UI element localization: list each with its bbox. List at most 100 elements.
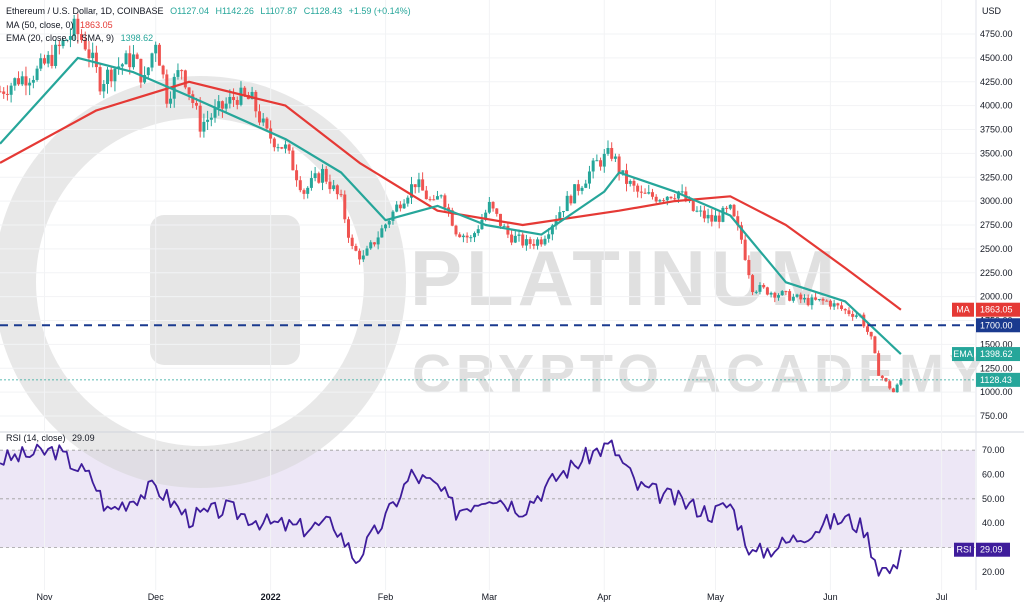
candle-body bbox=[806, 297, 810, 306]
candle-body bbox=[777, 295, 781, 298]
price-tick-label: 3000.00 bbox=[980, 196, 1013, 206]
candle-body bbox=[235, 100, 239, 105]
candle-body bbox=[324, 168, 328, 182]
candle-body bbox=[391, 211, 395, 221]
candle-body bbox=[669, 196, 673, 199]
ma-tag-value-box bbox=[976, 302, 1020, 317]
ma-indicator-legend[interactable]: MA (50, close, 0) 1863.05 bbox=[6, 20, 117, 30]
candle-body bbox=[888, 381, 892, 389]
ema-indicator-legend[interactable]: EMA (20, close, 0, SMA, 9) 1398.62 bbox=[6, 33, 157, 43]
candle-body bbox=[424, 190, 428, 200]
candle-body bbox=[309, 178, 313, 188]
candle-body bbox=[102, 84, 106, 92]
candle-body bbox=[154, 44, 158, 54]
candle-body bbox=[217, 101, 221, 108]
candle-body bbox=[398, 204, 402, 209]
candle-body bbox=[172, 76, 176, 99]
rsi-legend-label: RSI (14, close) bbox=[6, 433, 66, 443]
candle-body bbox=[31, 79, 35, 83]
candle-body bbox=[83, 39, 87, 50]
price-tick-label: 4250.00 bbox=[980, 77, 1013, 87]
candle-body bbox=[54, 44, 58, 66]
candle-body bbox=[754, 291, 758, 293]
candle-body bbox=[628, 180, 632, 184]
candle-body bbox=[891, 388, 895, 393]
candle-body bbox=[769, 292, 773, 295]
candle-body bbox=[91, 52, 95, 59]
watermark-ring bbox=[0, 76, 406, 488]
candle-body bbox=[80, 34, 84, 40]
candle-body bbox=[161, 65, 165, 75]
candle-body bbox=[650, 192, 654, 197]
low-value: L1107.87 bbox=[260, 6, 298, 16]
candle-body bbox=[298, 180, 302, 191]
candle-body bbox=[587, 171, 591, 184]
candle-body bbox=[454, 225, 458, 235]
candle-body bbox=[183, 70, 187, 88]
candle-body bbox=[61, 40, 65, 47]
candle-body bbox=[632, 180, 636, 186]
candle-body bbox=[346, 219, 350, 238]
ma-tag-value-text: 1863.05 bbox=[980, 305, 1013, 315]
candle-body bbox=[880, 375, 884, 378]
candle-body bbox=[76, 18, 80, 35]
candle-body bbox=[517, 234, 521, 236]
x-tick-label: Dec bbox=[148, 592, 165, 602]
candle-body bbox=[447, 207, 451, 211]
candle-body bbox=[254, 91, 258, 112]
candle-body bbox=[465, 235, 469, 238]
candle-body bbox=[739, 225, 743, 240]
candle-body bbox=[791, 296, 795, 301]
candle-body bbox=[135, 54, 139, 59]
candle-body bbox=[825, 300, 829, 302]
candle-body bbox=[332, 185, 336, 190]
candle-body bbox=[343, 194, 347, 220]
price-tick-label: 1250.00 bbox=[980, 363, 1013, 373]
candle-body bbox=[821, 299, 825, 301]
rsi-tick-label: 50.00 bbox=[982, 494, 1005, 504]
candle-body bbox=[747, 259, 751, 276]
candle-body bbox=[65, 39, 69, 41]
candle-body bbox=[639, 191, 643, 193]
candle-body bbox=[602, 153, 606, 167]
candle-body bbox=[532, 243, 536, 246]
price-tick-label: 4000.00 bbox=[980, 101, 1013, 111]
candle-body bbox=[899, 379, 903, 385]
candle-body bbox=[432, 199, 436, 201]
candle-body bbox=[584, 183, 588, 188]
candle-body bbox=[558, 212, 562, 220]
candle-body bbox=[0, 91, 2, 93]
candle-body bbox=[128, 53, 132, 68]
ma-tag-label-text: MA bbox=[956, 305, 970, 315]
candle-body bbox=[109, 69, 113, 82]
candle-body bbox=[139, 58, 143, 83]
candle-body bbox=[328, 181, 332, 190]
x-tick-label: Jun bbox=[823, 592, 838, 602]
rsi-tick-label: 70.00 bbox=[982, 445, 1005, 455]
candle-body bbox=[150, 53, 154, 68]
close-tag-value-text: 1128.43 bbox=[980, 375, 1012, 385]
candle-body bbox=[194, 102, 198, 106]
price-tick-label: 4500.00 bbox=[980, 53, 1013, 63]
rsi-tag-value-box bbox=[976, 542, 1010, 557]
candle-body bbox=[87, 49, 91, 59]
candle-body bbox=[810, 297, 814, 306]
candle-body bbox=[421, 179, 425, 191]
candle-body bbox=[817, 299, 821, 301]
candle-body bbox=[335, 185, 339, 195]
candle-body bbox=[250, 91, 254, 100]
candle-body bbox=[176, 70, 180, 77]
level-price-tag bbox=[976, 318, 1020, 333]
candle-body bbox=[550, 225, 554, 235]
candle-body bbox=[321, 168, 325, 183]
price-pane bbox=[0, 13, 975, 393]
candle-body bbox=[758, 284, 762, 292]
rsi-indicator-legend[interactable]: RSI (14, close) 29.09 bbox=[6, 433, 99, 443]
candle-body bbox=[854, 315, 858, 317]
candle-body bbox=[265, 118, 269, 129]
candle-body bbox=[358, 250, 362, 260]
candle-body bbox=[339, 194, 343, 196]
candle-body bbox=[713, 215, 717, 222]
candle-body bbox=[851, 313, 855, 317]
